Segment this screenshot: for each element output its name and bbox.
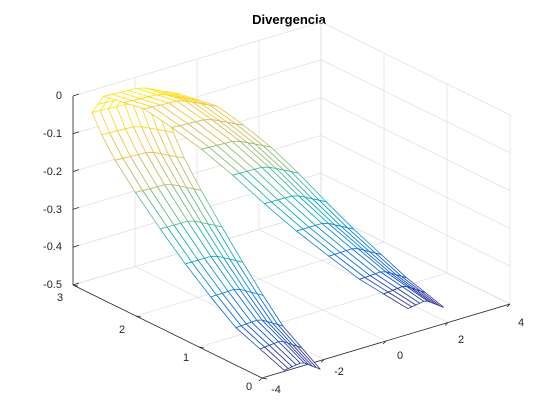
- x-tick-label: 4: [518, 317, 524, 329]
- x-tick: [258, 377, 263, 382]
- y-tick: [198, 346, 205, 349]
- grid-line: [72, 135, 322, 210]
- z-tick: [72, 244, 80, 248]
- grid-line: [320, 21, 511, 116]
- y-tick-label: 1: [183, 352, 189, 364]
- surface-cell: [420, 290, 445, 308]
- x-tick-label: 2: [458, 334, 464, 346]
- grid-line: [320, 97, 511, 191]
- z-tick-label: -0.5: [43, 279, 62, 291]
- z-tick-label: -0.3: [43, 204, 62, 216]
- x-tick-label: -4: [271, 384, 281, 396]
- axes-box: [72, 93, 511, 382]
- z-tick: [72, 131, 80, 135]
- x-tick: [444, 322, 449, 326]
- grid-line: [320, 59, 511, 154]
- x-tick: [320, 359, 325, 363]
- x-tick-label: 0: [397, 350, 403, 362]
- z-tick-label: -0.4: [43, 241, 62, 253]
- y-tick: [135, 315, 142, 318]
- y-tick: [72, 284, 79, 287]
- y-tick: [261, 377, 268, 380]
- z-tick: [72, 93, 80, 97]
- y-tick-label: 0: [246, 381, 252, 393]
- grid-line: [258, 229, 449, 323]
- z-tick-label: -0.2: [43, 166, 62, 178]
- grid-line: [72, 21, 322, 97]
- x-tick-label: -2: [334, 366, 344, 378]
- z-tick: [72, 169, 80, 172]
- z-tick: [72, 282, 80, 286]
- z-tick: [72, 207, 80, 210]
- y-axis-line: [72, 284, 263, 379]
- grid-line: [320, 172, 511, 267]
- grid-line: [320, 210, 511, 305]
- y-tick-label: 2: [119, 324, 125, 336]
- x-tick: [382, 340, 387, 345]
- x-tick: [506, 303, 511, 308]
- grid-line: [320, 135, 511, 229]
- surface-mesh: [91, 87, 445, 371]
- y-tick-label: 3: [57, 292, 63, 304]
- z-tick-label: -0.1: [43, 128, 62, 140]
- z-tick-label: 0: [56, 90, 62, 102]
- chart-title: Divergencia: [252, 12, 326, 27]
